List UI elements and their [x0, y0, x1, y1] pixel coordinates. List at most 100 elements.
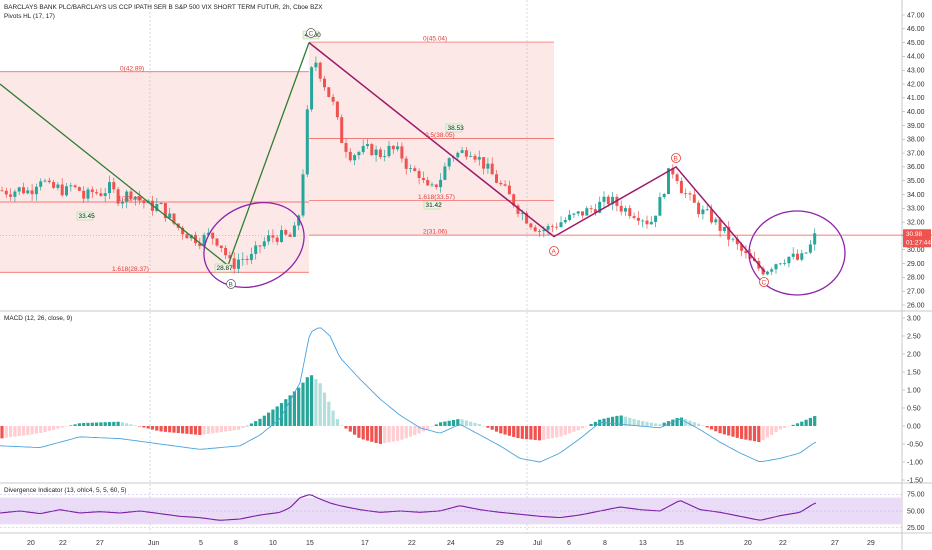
candle-body [232, 258, 236, 269]
candle-body [116, 189, 120, 204]
candle-body [718, 219, 722, 231]
pivot-label: 28.87 [217, 265, 234, 272]
candle-body [224, 247, 228, 256]
candle-body [791, 253, 795, 257]
fib-label: 1.618(28.37) [112, 266, 149, 273]
pivot-label-bg [76, 211, 94, 221]
bar-countdown: 01:27:44 [906, 239, 931, 246]
macd-histogram-bar [9, 426, 13, 438]
candle-body [245, 258, 249, 261]
macd-histogram-bar [353, 426, 357, 435]
macd-histogram-bar [731, 426, 735, 437]
macd-histogram-bar [697, 423, 701, 426]
div-tick-label: 75.00 [907, 492, 925, 499]
candle-body [735, 238, 739, 245]
macd-histogram-bar [206, 426, 210, 434]
candle-body [34, 186, 38, 195]
macd-histogram-bar [727, 426, 731, 436]
candle-body [765, 271, 769, 275]
pivot-label: 33.45 [79, 213, 96, 220]
candle-body [120, 201, 124, 204]
candle-body [443, 166, 447, 180]
candle-body [69, 185, 73, 187]
candle-body [155, 204, 159, 211]
macd-histogram-bar [310, 375, 314, 426]
candle-body [585, 208, 589, 216]
macd-histogram-bar [507, 426, 511, 436]
macd-histogram-bar [430, 426, 434, 427]
macd-histogram-bar [765, 426, 769, 438]
candle-body [684, 193, 688, 195]
macd-histogram-bar [13, 426, 17, 437]
candle-body [512, 194, 516, 206]
macd-histogram-bar [249, 423, 253, 426]
macd-histogram-bar [215, 426, 219, 433]
macd-histogram-bar [258, 418, 262, 426]
candle-body [409, 168, 412, 169]
candle-body [740, 244, 744, 251]
chart-title: BARCLAYS BANK PLC/BARCLAYS US CCP IPATH … [4, 4, 323, 11]
macd-histogram-bar [301, 382, 305, 426]
macd-histogram-bar [482, 425, 486, 427]
macd-histogram-bar [787, 426, 791, 427]
candle-body [249, 253, 253, 261]
macd-histogram-bar [718, 426, 722, 434]
fib-label: 2(31.06) [423, 229, 447, 236]
pivot-label: 38.53 [448, 125, 465, 132]
time-tick-label: 27 [96, 540, 104, 547]
candle-body [546, 226, 550, 230]
macd-histogram-bar [305, 377, 309, 426]
candle-body [73, 185, 77, 188]
divergence-band [0, 497, 902, 525]
macd-histogram-bar [408, 426, 413, 437]
candle-body [529, 223, 533, 228]
macd-histogram-bar [90, 422, 94, 426]
candle-body [671, 168, 675, 175]
macd-histogram-bar [426, 426, 430, 430]
macd-histogram-bar [770, 426, 774, 435]
macd-histogram-bar [219, 426, 223, 433]
macd-histogram-bar [365, 426, 370, 441]
candle-body [138, 196, 142, 201]
candle-body [292, 225, 296, 237]
macd-histogram-bar [391, 426, 395, 442]
macd-histogram [0, 375, 817, 444]
candle-body [482, 157, 486, 169]
candle-body [787, 256, 791, 264]
candle-body [576, 211, 580, 214]
candle-body [361, 146, 365, 153]
macd-histogram-bar [224, 426, 228, 432]
wave-label-circle [549, 246, 559, 256]
macd-histogram-bar [103, 422, 107, 426]
candle-body [327, 87, 331, 97]
macd-histogram-bar [56, 426, 60, 429]
macd-histogram-bar [451, 419, 456, 426]
macd-histogram-bar [434, 424, 438, 426]
time-tick-label: 5 [199, 540, 203, 547]
candle-body [206, 232, 210, 235]
candle-body [464, 150, 468, 157]
candle-body [258, 245, 262, 247]
macd-histogram-bar [245, 425, 249, 427]
candle-body [417, 171, 421, 179]
time-tick-label: 10 [269, 540, 277, 547]
candle-body [507, 185, 511, 195]
pivot-label-bg [445, 123, 463, 133]
macd-histogram-bar [494, 426, 499, 432]
macd-histogram-bar [512, 426, 516, 437]
candle-body [800, 253, 804, 260]
macd-tick-label: 2.50 [907, 333, 921, 340]
macd-histogram-bar [813, 416, 817, 426]
macd-histogram-bar [378, 426, 382, 444]
wave-label-text-c: C [309, 31, 314, 38]
macd-histogram-bar [275, 406, 279, 426]
macd-histogram-bar [619, 415, 623, 426]
macd-histogram-bar [701, 425, 705, 427]
macd-histogram-bar [473, 422, 477, 426]
macd-histogram-bar [692, 422, 696, 426]
candle-body [267, 235, 271, 242]
macd-histogram-bar [748, 426, 752, 441]
candle-body [572, 213, 576, 215]
macd-histogram-bar [520, 426, 524, 439]
